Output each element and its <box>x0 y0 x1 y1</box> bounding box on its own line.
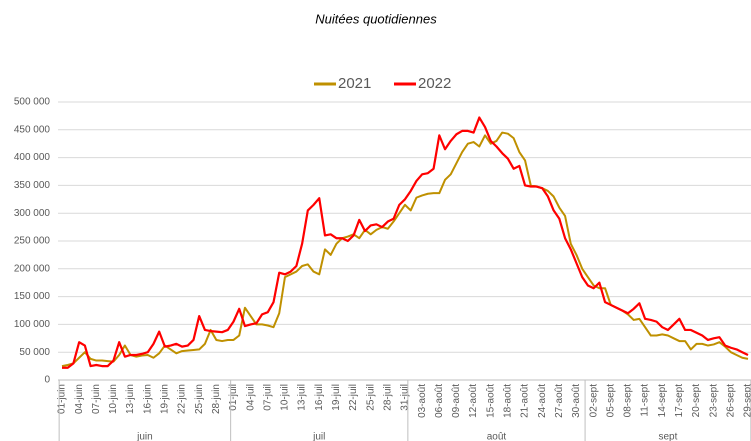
x-tick-label: 03-août <box>417 384 428 418</box>
x-tick-label: 25-juil <box>365 384 376 411</box>
y-tick-label: 450 000 <box>14 124 51 135</box>
x-tick-label: 05-sept <box>605 384 616 418</box>
series-line <box>61 131 749 368</box>
x-tick-label: 30-août <box>571 384 582 418</box>
x-tick-label: 01-juin <box>57 384 68 414</box>
x-tick-label: 13-juin <box>125 384 136 414</box>
x-tick-label: 14-sept <box>657 384 668 418</box>
y-tick-label: 250 000 <box>14 236 51 247</box>
y-tick-label: 0 <box>44 375 50 386</box>
x-tick-label: 19-juil <box>331 384 342 411</box>
legend-label: 2021 <box>338 75 371 92</box>
x-tick-label: 08-sept <box>623 384 634 418</box>
x-tick-label: 18-août <box>503 384 514 418</box>
x-tick-label: 16-juil <box>314 384 325 411</box>
group-label: août <box>487 432 507 441</box>
x-tick-label: 28-juin <box>211 384 222 414</box>
y-tick-label: 300 000 <box>14 208 51 219</box>
x-tick-label: 12-août <box>468 384 479 418</box>
x-tick-label: 19-juin <box>160 384 171 414</box>
x-tick-label: 10-juin <box>108 384 119 414</box>
x-tick-label: 20-sept <box>691 384 702 418</box>
x-tick-label: 10-juil <box>280 384 291 411</box>
group-label: sept <box>659 432 678 441</box>
x-tick-label: 27-août <box>554 384 565 418</box>
x-tick-label: 28-juil <box>382 384 393 411</box>
x-tick-label: 13-juil <box>297 384 308 411</box>
x-tick-label: 06-août <box>434 384 445 418</box>
x-tick-label: 07-juil <box>262 384 273 411</box>
x-tick-label: 21-août <box>520 384 531 418</box>
y-tick-label: 150 000 <box>14 291 51 302</box>
x-tick-label: 25-juin <box>194 384 205 414</box>
x-tick-label: 29-sept <box>743 384 751 418</box>
x-tick-label: 02-sept <box>588 384 599 418</box>
series-line <box>62 116 749 369</box>
x-tick-label: 11-sept <box>640 384 651 417</box>
x-tick-label: 15-août <box>485 384 496 418</box>
x-tick-label: 04-juil <box>245 384 256 411</box>
x-tick-label: 16-juin <box>142 384 153 414</box>
x-tick-label: 09-août <box>451 384 462 418</box>
x-tick-label: 01-juil <box>228 384 239 411</box>
group-label: juil <box>312 432 325 441</box>
x-tick-label: 04-juin <box>74 384 85 414</box>
x-tick-label: 31-juil <box>400 384 411 411</box>
legend-label: 2022 <box>418 75 451 92</box>
y-tick-label: 200 000 <box>14 263 51 274</box>
x-tick-label: 23-sept <box>708 384 719 418</box>
y-tick-label: 50 000 <box>19 347 50 358</box>
x-tick-label: 22-juin <box>177 384 188 414</box>
y-tick-label: 400 000 <box>14 152 51 163</box>
y-tick-label: 350 000 <box>14 180 51 191</box>
chart-title: Nuitées quotidiennes <box>315 11 437 26</box>
x-tick-label: 17-sept <box>674 384 685 418</box>
y-tick-label: 100 000 <box>14 319 51 330</box>
x-tick-label: 22-juil <box>348 384 359 411</box>
x-tick-label: 07-juin <box>91 384 102 414</box>
x-tick-label: 24-août <box>537 384 548 418</box>
y-tick-label: 500 000 <box>14 97 51 108</box>
group-label: juin <box>136 432 153 441</box>
x-tick-label: 26-sept <box>725 384 736 418</box>
